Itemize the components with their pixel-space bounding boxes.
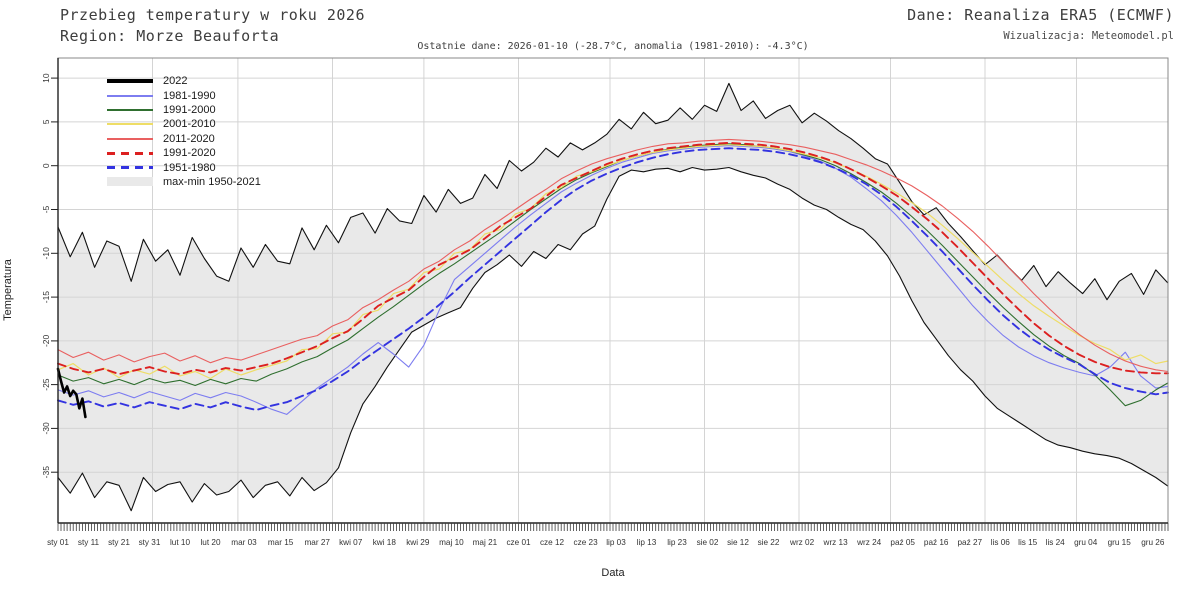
legend-swatch-1991-2000: [107, 108, 153, 111]
legend-item-2001-2010: 2001-2010: [107, 117, 261, 131]
x-tick-label: lis 15: [1018, 538, 1038, 547]
x-tick-label: lut 20: [200, 538, 220, 547]
x-tick-label: kwi 18: [373, 538, 397, 547]
x-tick-label: cze 01: [506, 538, 531, 547]
legend-item-2022: 2022: [107, 74, 261, 88]
legend-swatch-2022: [107, 79, 153, 84]
y-tick-label: -20: [41, 334, 51, 347]
x-tick-label: sty 11: [78, 538, 100, 547]
legend-label-1981-1990: 1981-1990: [163, 89, 216, 102]
legend-item-2011-2020: 2011-2020: [107, 132, 261, 146]
y-axis-label: Temperatura: [2, 259, 14, 321]
x-tick-label: paź 05: [890, 538, 915, 547]
y-tick-label: -35: [41, 466, 51, 479]
legend-item-1991-2000: 1991-2000: [107, 103, 261, 117]
legend-swatch-1981-1990: [107, 94, 153, 97]
legend-label-1951-1980: 1951-1980: [163, 161, 216, 174]
legend: 2022 1981-1990 1991-2000 2001-2010 2011-2020…: [107, 74, 261, 189]
y-tick-label: 5: [41, 119, 51, 124]
legend-label-max-min-band: max-min 1950-2021: [163, 175, 261, 188]
x-tick-label: sie 12: [727, 538, 749, 547]
legend-item-1981-1990: 1981-1990: [107, 88, 261, 102]
x-tick-label: sty 21: [108, 538, 130, 547]
legend-label-1991-2020: 1991-2020: [163, 147, 216, 160]
x-tick-label: cze 23: [574, 538, 599, 547]
x-minor-ticks: [57, 523, 1169, 531]
series-1951-1980: [57, 147, 1169, 411]
x-tick-label: wrz 02: [789, 538, 815, 547]
region-subtitle: Region: Morze Beauforta: [60, 27, 280, 45]
x-tick-label: lip 03: [606, 538, 626, 547]
legend-item-1951-1980: 1951-1980: [107, 160, 261, 174]
x-tick-label: sie 22: [758, 538, 780, 547]
x-tick-label: cze 12: [540, 538, 565, 547]
series-1981-1990: [57, 145, 1169, 415]
x-tick-label: kwi 07: [339, 538, 363, 547]
x-tick-label: paź 16: [924, 538, 949, 547]
x-tick-label: paź 27: [958, 538, 983, 547]
series-2022: [56, 367, 87, 419]
x-tick-label: mar 03: [231, 538, 257, 547]
y-tick-label: -5: [41, 205, 51, 213]
legend-swatch-max-min-band: [107, 177, 153, 187]
x-tick-label: lip 13: [637, 538, 657, 547]
x-tick-label: sie 02: [697, 538, 719, 547]
x-tick-label: lis 24: [1046, 538, 1066, 547]
last-data-note: Ostatnie dane: 2026-01-10 (-28.7°C, anom…: [417, 41, 809, 52]
page-title: Przebieg temperatury w roku 2026: [60, 6, 365, 24]
legend-item-1991-2020: 1991-2020: [107, 146, 261, 160]
x-tick-label: wrz 24: [856, 538, 882, 547]
legend-label-2011-2020: 2011-2020: [163, 132, 215, 145]
legend-swatch-1991-2020: [107, 151, 153, 155]
series-2001-2010: [57, 144, 1169, 380]
x-tick-label: sty 31: [139, 538, 161, 547]
x-tick-label: gru 15: [1108, 538, 1132, 547]
legend-label-2001-2010: 2001-2010: [163, 118, 216, 131]
credit-line: Wizualizacja: Meteomodel.pl: [1003, 30, 1174, 42]
y-tick-label: -15: [41, 291, 51, 304]
x-axis-label: Data: [601, 567, 625, 579]
x-tick-label: lis 06: [991, 538, 1011, 547]
y-tick-label: 0: [41, 163, 51, 168]
y-tick-label: -25: [41, 378, 51, 391]
x-tick-label: mar 15: [268, 538, 294, 547]
x-tick-label: wrz 13: [823, 538, 849, 547]
data-source: Dane: Reanaliza ERA5 (ECMWF): [907, 6, 1174, 24]
legend-swatch-2011-2020: [107, 137, 153, 140]
x-tick-label: lut 10: [170, 538, 190, 547]
legend-label-2022: 2022: [163, 75, 188, 88]
x-tick-label: gru 04: [1074, 538, 1098, 547]
x-tick-label: kwi 29: [406, 538, 430, 547]
legend-label-1991-2000: 1991-2000: [163, 103, 216, 116]
x-tick-label: lip 23: [667, 538, 687, 547]
x-tick-label: sty 01: [47, 538, 69, 547]
y-tick-label: -30: [41, 422, 51, 435]
y-tick-label: -10: [41, 247, 51, 260]
series-2011-2020: [57, 138, 1169, 373]
x-tick-label: mar 27: [304, 538, 330, 547]
y-tick-label: 10: [41, 73, 51, 83]
envelope-min-line: [57, 166, 1169, 512]
legend-swatch-1951-1980: [107, 166, 153, 170]
legend-swatch-2001-2010: [107, 123, 153, 126]
x-tick-label: maj 10: [439, 538, 464, 547]
x-tick-label: maj 21: [473, 538, 498, 547]
x-tick-label: gru 26: [1141, 538, 1165, 547]
legend-item-max-min-band: max-min 1950-2021: [107, 175, 261, 189]
